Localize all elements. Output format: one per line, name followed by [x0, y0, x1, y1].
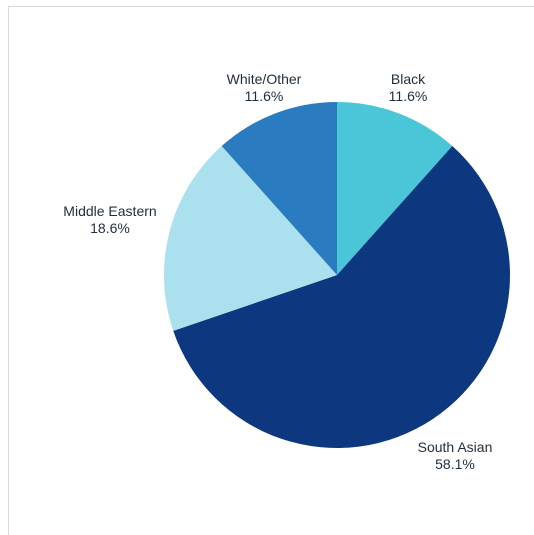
slice-category-label: Middle Eastern: [63, 203, 156, 219]
slice-category-label: Black: [391, 71, 426, 87]
slice-category-label: South Asian: [418, 439, 493, 455]
slice-percent-label: 11.6%: [245, 88, 284, 104]
slice-percent-label: 58.1%: [435, 456, 475, 472]
slice-label-white-other: White/Other 11.6%: [227, 71, 302, 104]
chart-frame: [8, 6, 534, 535]
pie-slices: [163, 102, 510, 448]
slice-label-south-asian: South Asian 58.1%: [418, 439, 493, 472]
slice-percent-label: 11.6%: [389, 88, 428, 104]
pie-slice-black: [337, 102, 453, 275]
pie-slice-south-asian: [173, 146, 510, 448]
slice-percent-label: 18.6%: [90, 220, 130, 236]
slice-label-black: Black 11.6%: [389, 71, 428, 104]
pie-labels: Black 11.6%South Asian 58.1%Middle Eastern…: [63, 71, 492, 472]
pie-slice-white-other: [221, 102, 337, 275]
slice-category-label: White/Other: [227, 71, 302, 87]
slice-label-middle-eastern: Middle Eastern 18.6%: [63, 203, 156, 236]
pie-slice-middle-eastern: [163, 146, 337, 331]
